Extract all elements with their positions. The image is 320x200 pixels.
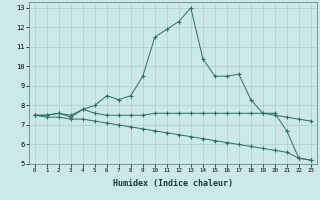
X-axis label: Humidex (Indice chaleur): Humidex (Indice chaleur): [113, 179, 233, 188]
